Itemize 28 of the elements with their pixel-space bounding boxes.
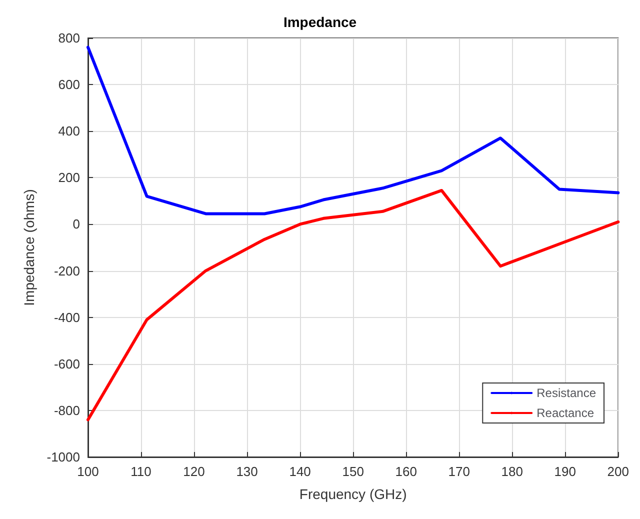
y-tick-label: -1000 xyxy=(46,450,80,464)
line-series xyxy=(86,46,620,216)
x-tick-label: 150 xyxy=(342,464,364,479)
y-tick-label: 200 xyxy=(58,170,80,186)
y-axis-title: Impedance (ohms) xyxy=(20,189,37,306)
x-tick-label: 120 xyxy=(183,464,205,479)
x-axis-title: Frequency (GHz) xyxy=(299,486,407,502)
line-series xyxy=(86,188,620,422)
x-tick-label: 100 xyxy=(77,464,99,479)
y-tick-label: 400 xyxy=(58,124,80,139)
y-tick-label: -400 xyxy=(54,310,80,325)
y-tick-label: -200 xyxy=(54,263,80,278)
legend-label: Resistance xyxy=(536,386,596,400)
x-tick-label: 200 xyxy=(607,464,630,479)
y-tick-label: 600 xyxy=(58,77,80,92)
y-tick-label: 0 xyxy=(72,216,80,232)
x-tick-label: 190 xyxy=(554,464,576,479)
y-tick-label: -600 xyxy=(54,356,80,372)
legend-label: Reactance xyxy=(536,406,594,420)
y-tick-label: -800 xyxy=(54,402,80,418)
x-tick-label: 180 xyxy=(501,464,523,479)
y-tick-label: 800 xyxy=(58,30,80,46)
x-tick-label: 140 xyxy=(289,464,311,479)
x-tick-label: 110 xyxy=(130,464,152,479)
x-tick-label: 130 xyxy=(236,464,258,479)
chart-title: Impedance xyxy=(283,14,357,30)
x-tick-label: 160 xyxy=(395,464,417,479)
x-tick-label: 170 xyxy=(448,464,470,479)
